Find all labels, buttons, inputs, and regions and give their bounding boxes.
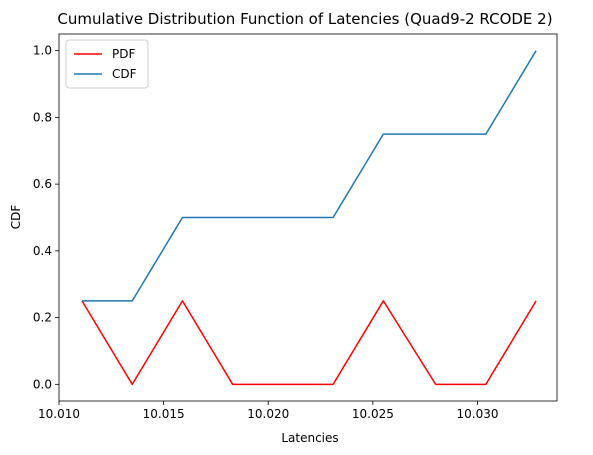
y-axis-label: CDF <box>9 205 23 230</box>
x-tick-label: 10.030 <box>456 407 498 421</box>
plot-area-frame <box>58 33 558 402</box>
x-axis-label: Latencies <box>281 431 338 445</box>
y-tick-label: 0.8 <box>33 110 52 124</box>
y-tick-label: 0.0 <box>33 377 52 391</box>
x-tick-label: 10.015 <box>143 407 185 421</box>
y-tick-label: 1.0 <box>33 44 52 58</box>
y-tick-label: 0.2 <box>33 311 52 325</box>
x-tick-label: 10.010 <box>38 407 80 421</box>
series-line-pdf <box>81 300 537 386</box>
series-line-cdf <box>82 50 537 302</box>
y-tick-label: 0.6 <box>33 177 52 191</box>
y-tick-label: 0.4 <box>33 244 52 258</box>
x-tick-label: 10.020 <box>247 407 289 421</box>
x-tick-label: 10.025 <box>352 407 394 421</box>
legend-box <box>65 39 149 89</box>
chart-title: Cumulative Distribution Function of Late… <box>57 10 552 28</box>
legend-label-cdf: CDF <box>112 67 137 81</box>
legend: PDF CDF <box>65 39 149 89</box>
legend-label-pdf: PDF <box>112 47 135 61</box>
